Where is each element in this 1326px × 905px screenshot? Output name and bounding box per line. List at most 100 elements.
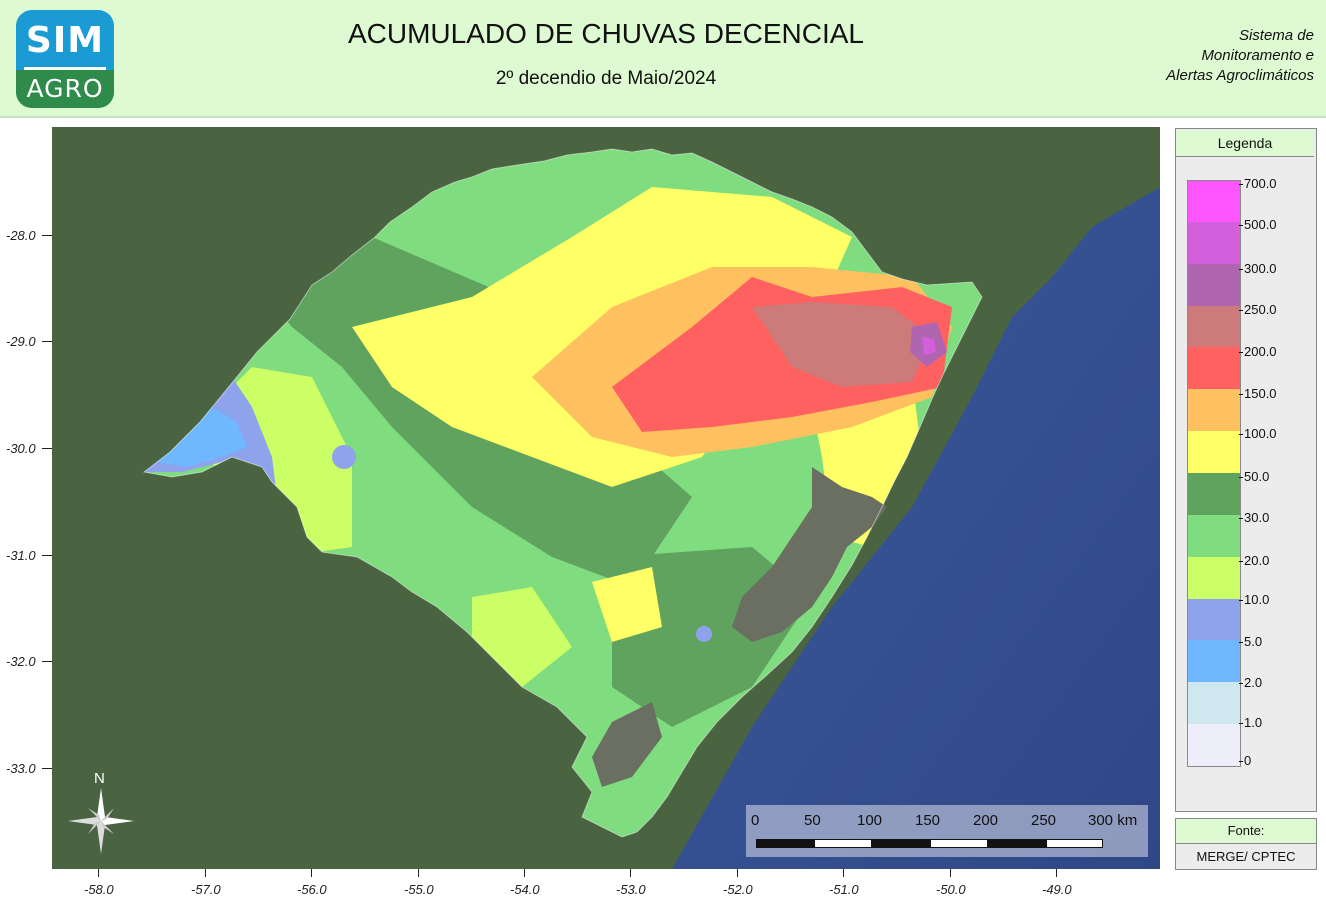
legend-label: 200.0 <box>1244 344 1277 359</box>
lon-label-56: -56.0 <box>297 882 327 897</box>
legend-swatch <box>1187 473 1241 515</box>
legend-label: 30.0 <box>1244 510 1270 525</box>
scale-segment-1 <box>756 839 814 848</box>
system-name-line3: Alertas Agroclimáticos <box>1166 67 1314 84</box>
lon-tick-49 <box>1056 869 1057 877</box>
header: SIM AGRO ACUMULADO DE CHUVAS DECENCIAL 2… <box>0 0 1326 118</box>
scale-label-0: 0 <box>751 812 760 829</box>
lat-label-28: -28.0 <box>6 228 36 243</box>
scale-label-50: 50 <box>804 812 821 829</box>
page-title: ACUMULADO DE CHUVAS DECENCIAL <box>347 18 865 49</box>
lat-tick-33 <box>42 768 52 769</box>
north-label: N <box>94 770 105 787</box>
legend-tick <box>1239 310 1243 311</box>
legend-label: 0 <box>1244 753 1252 768</box>
legend-swatch <box>1187 598 1241 641</box>
legend-label: 300.0 <box>1244 261 1277 276</box>
lat-tick-31 <box>42 555 52 556</box>
legend-swatch <box>1187 263 1241 306</box>
lon-tick-54 <box>524 869 525 877</box>
legend-label: 2.0 <box>1244 675 1263 690</box>
legend-tick <box>1239 561 1243 562</box>
north-arrow: N <box>66 770 136 854</box>
lon-label-54: -54.0 <box>510 882 540 897</box>
lat-tick-28 <box>42 235 52 236</box>
legend-title: Legenda <box>1176 130 1314 157</box>
logo-bottom-band <box>16 70 114 108</box>
page-subtitle: 2º decendio de Maio/2024 <box>495 68 717 89</box>
legend-swatch <box>1187 221 1241 264</box>
lon-label-49: -49.0 <box>1042 882 1072 897</box>
legend-swatch <box>1187 180 1241 223</box>
legend-label: 1.0 <box>1244 715 1263 730</box>
simagro-logo: SIM AGRO <box>16 10 114 108</box>
lon-tick-51 <box>843 869 844 877</box>
scale-label-200: 200 <box>973 812 999 829</box>
legend-tick <box>1239 642 1243 643</box>
legend-label: 150.0 <box>1244 386 1277 401</box>
legend-tick <box>1239 184 1243 185</box>
logo-bottom-text: AGRO <box>26 74 104 103</box>
lat-tick-32 <box>42 661 52 662</box>
lat-tick-29 <box>42 341 52 342</box>
rainfall-map <box>52 127 1160 869</box>
legend-swatch <box>1187 514 1241 557</box>
lat-label-32: -32.0 <box>6 654 36 669</box>
source-value: MERGE/ CPTEC <box>1175 843 1317 870</box>
lon-tick-53 <box>630 869 631 877</box>
legend-tick <box>1239 518 1243 519</box>
lon-tick-52 <box>737 869 738 877</box>
lon-tick-58 <box>98 869 99 877</box>
lon-label-55: -55.0 <box>404 882 434 897</box>
lon-label-51: -51.0 <box>829 882 859 897</box>
legend-tick <box>1239 394 1243 395</box>
lon-tick-57 <box>205 869 206 877</box>
lon-tick-55 <box>418 869 419 877</box>
lon-label-53: -53.0 <box>616 882 646 897</box>
legend-swatch <box>1187 640 1241 683</box>
lagoa-dos-patos <box>732 467 887 642</box>
legend-swatch <box>1187 724 1241 767</box>
legend-label: 500.0 <box>1244 217 1277 232</box>
legend-label: 20.0 <box>1244 553 1270 568</box>
scale-segment-3 <box>872 839 930 848</box>
lat-label-29: -29.0 <box>6 334 36 349</box>
lon-label-52: -52.0 <box>723 882 753 897</box>
legend-tick <box>1239 434 1243 435</box>
compass-rose-icon <box>68 788 134 854</box>
legend-label: 10.0 <box>1244 592 1270 607</box>
legend-label: 700.0 <box>1244 176 1277 191</box>
legend-swatch <box>1187 305 1241 348</box>
lon-label-57: -57.0 <box>191 882 221 897</box>
legend-tick <box>1239 761 1243 762</box>
state-border <box>142 148 983 838</box>
system-name: Sistema de Monitoramento e Alertas Agroc… <box>1074 26 1314 86</box>
lat-label-31: -31.0 <box>6 548 36 563</box>
legend-tick <box>1239 352 1243 353</box>
logo-top-text: SIM <box>25 20 105 61</box>
legend-tick <box>1239 269 1243 270</box>
scale-label-300: 300 km <box>1088 812 1138 829</box>
legend-swatch <box>1187 556 1241 599</box>
legend-tick <box>1239 600 1243 601</box>
legend-swatch <box>1187 347 1241 390</box>
ocean <box>672 187 1160 869</box>
scale-bar: 0 50 100 150 200 250 300 km <box>746 805 1148 857</box>
scale-label-100: 100 <box>857 812 883 829</box>
system-name-line1: Sistema de <box>1238 27 1314 44</box>
lat-label-30: -30.0 <box>6 441 36 456</box>
scale-segment-4 <box>930 839 988 848</box>
logo-divider <box>24 67 106 70</box>
scale-segment-6 <box>1046 839 1103 848</box>
legend-label: 50.0 <box>1244 469 1270 484</box>
lagoa-mirim <box>592 702 662 787</box>
legend-swatch <box>1187 682 1241 725</box>
legend-label: 250.0 <box>1244 302 1277 317</box>
legend-label: 5.0 <box>1244 634 1263 649</box>
legend-swatch <box>1187 389 1241 432</box>
scale-label-150: 150 <box>915 812 941 829</box>
lat-tick-30 <box>42 448 52 449</box>
lon-tick-56 <box>311 869 312 877</box>
legend-swatch <box>1187 431 1241 473</box>
scale-segment-2 <box>814 839 872 848</box>
